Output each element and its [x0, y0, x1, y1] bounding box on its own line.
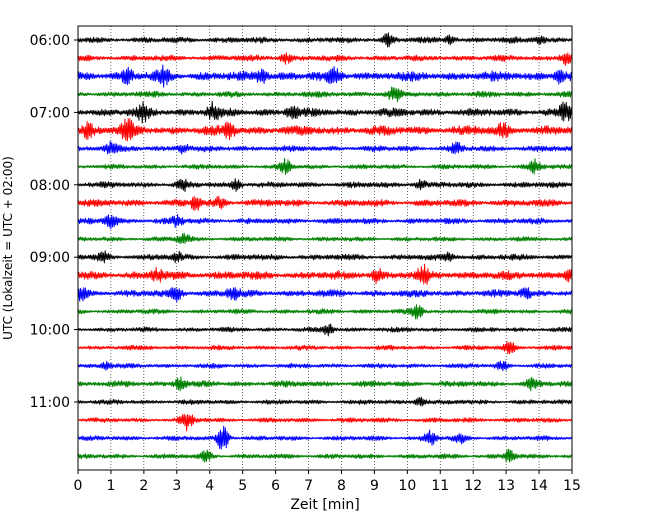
- trace-0600: [77, 32, 573, 48]
- y-tick-label-0900: 09:00: [30, 250, 70, 266]
- trace-0945: [77, 304, 573, 320]
- trace-0800: [77, 178, 573, 193]
- x-tick-label-5: 5: [238, 478, 247, 494]
- x-tick-label-3: 3: [172, 478, 181, 494]
- trace-0845: [77, 232, 573, 245]
- x-tick-label-13: 13: [497, 478, 515, 494]
- trace-0715: [77, 118, 573, 142]
- y-tick-label-0700: 07:00: [30, 105, 70, 121]
- trace-0630: [77, 64, 573, 88]
- trace-0730: [77, 140, 573, 155]
- trace-1130: [77, 425, 573, 450]
- x-tick-label-0: 0: [74, 478, 83, 494]
- x-tick-label-6: 6: [271, 478, 280, 494]
- trace-0915: [77, 263, 573, 286]
- x-gridlines: [110, 26, 540, 470]
- x-tick-label-1: 1: [106, 478, 115, 494]
- x-axis-ticks: 0 1 2 3 4 5 6 7 8 9 10 11 12 13 14 15: [74, 470, 581, 494]
- x-tick-label-10: 10: [398, 478, 416, 494]
- trace-0745: [77, 157, 573, 176]
- y-tick-label-0600: 06:00: [30, 33, 70, 49]
- trace-0815: [77, 195, 573, 211]
- x-tick-label-9: 9: [370, 478, 379, 494]
- traces: [77, 32, 573, 463]
- x-tick-label-12: 12: [464, 478, 482, 494]
- trace-1015: [77, 341, 573, 355]
- x-tick-label-15: 15: [563, 478, 581, 494]
- trace-0645: [77, 86, 573, 103]
- x-tick-label-4: 4: [205, 478, 214, 494]
- y-axis-label: UTC (Lokalzeit = UTC + 02:00): [1, 156, 15, 340]
- x-tick-label-11: 11: [431, 478, 449, 494]
- trace-0830: [77, 214, 573, 230]
- x-tick-label-14: 14: [530, 478, 548, 494]
- x-tick-label-8: 8: [337, 478, 346, 494]
- plot-frame: [77, 25, 573, 471]
- trace-1030: [77, 360, 573, 372]
- x-tick-label-2: 2: [139, 478, 148, 494]
- x-axis-label: Zeit [min]: [290, 497, 359, 513]
- y-tick-label-0800: 08:00: [30, 178, 70, 194]
- y-tick-label-1000: 10:00: [30, 323, 70, 339]
- trace-1045: [77, 376, 573, 392]
- trace-0930: [77, 287, 573, 303]
- x-tick-label-7: 7: [304, 478, 313, 494]
- trace-1000: [77, 323, 573, 337]
- trace-0700: [77, 100, 573, 124]
- trace-0900: [77, 250, 573, 264]
- y-axis-ticks: 06:00 07:00 08:00 09:00 10:00 11:00: [30, 33, 78, 411]
- y-tick-label-1100: 11:00: [30, 395, 70, 411]
- trace-1145: [77, 448, 573, 463]
- trace-0615: [77, 52, 573, 66]
- trace-1115: [77, 413, 573, 432]
- trace-1100: [77, 396, 573, 407]
